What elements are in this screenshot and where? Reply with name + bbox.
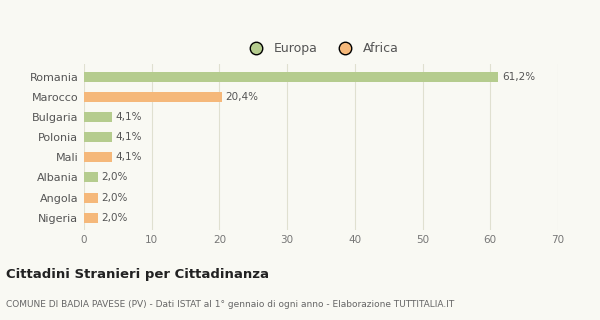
Bar: [84, 172, 98, 182]
Text: 4,1%: 4,1%: [115, 132, 142, 142]
Bar: [84, 213, 98, 223]
Text: 4,1%: 4,1%: [115, 112, 142, 122]
Bar: [84, 92, 222, 102]
Bar: [84, 72, 499, 82]
Bar: [84, 112, 112, 122]
Bar: [84, 132, 112, 142]
Text: 61,2%: 61,2%: [502, 72, 535, 82]
Text: 4,1%: 4,1%: [115, 152, 142, 162]
Text: 2,0%: 2,0%: [101, 172, 127, 182]
Bar: [84, 152, 112, 162]
Text: 2,0%: 2,0%: [101, 213, 127, 223]
Text: Cittadini Stranieri per Cittadinanza: Cittadini Stranieri per Cittadinanza: [6, 268, 269, 281]
Legend: Europa, Africa: Europa, Africa: [239, 37, 403, 60]
Text: 20,4%: 20,4%: [226, 92, 259, 102]
Bar: [84, 193, 98, 203]
Text: 2,0%: 2,0%: [101, 193, 127, 203]
Text: COMUNE DI BADIA PAVESE (PV) - Dati ISTAT al 1° gennaio di ogni anno - Elaborazio: COMUNE DI BADIA PAVESE (PV) - Dati ISTAT…: [6, 300, 454, 309]
